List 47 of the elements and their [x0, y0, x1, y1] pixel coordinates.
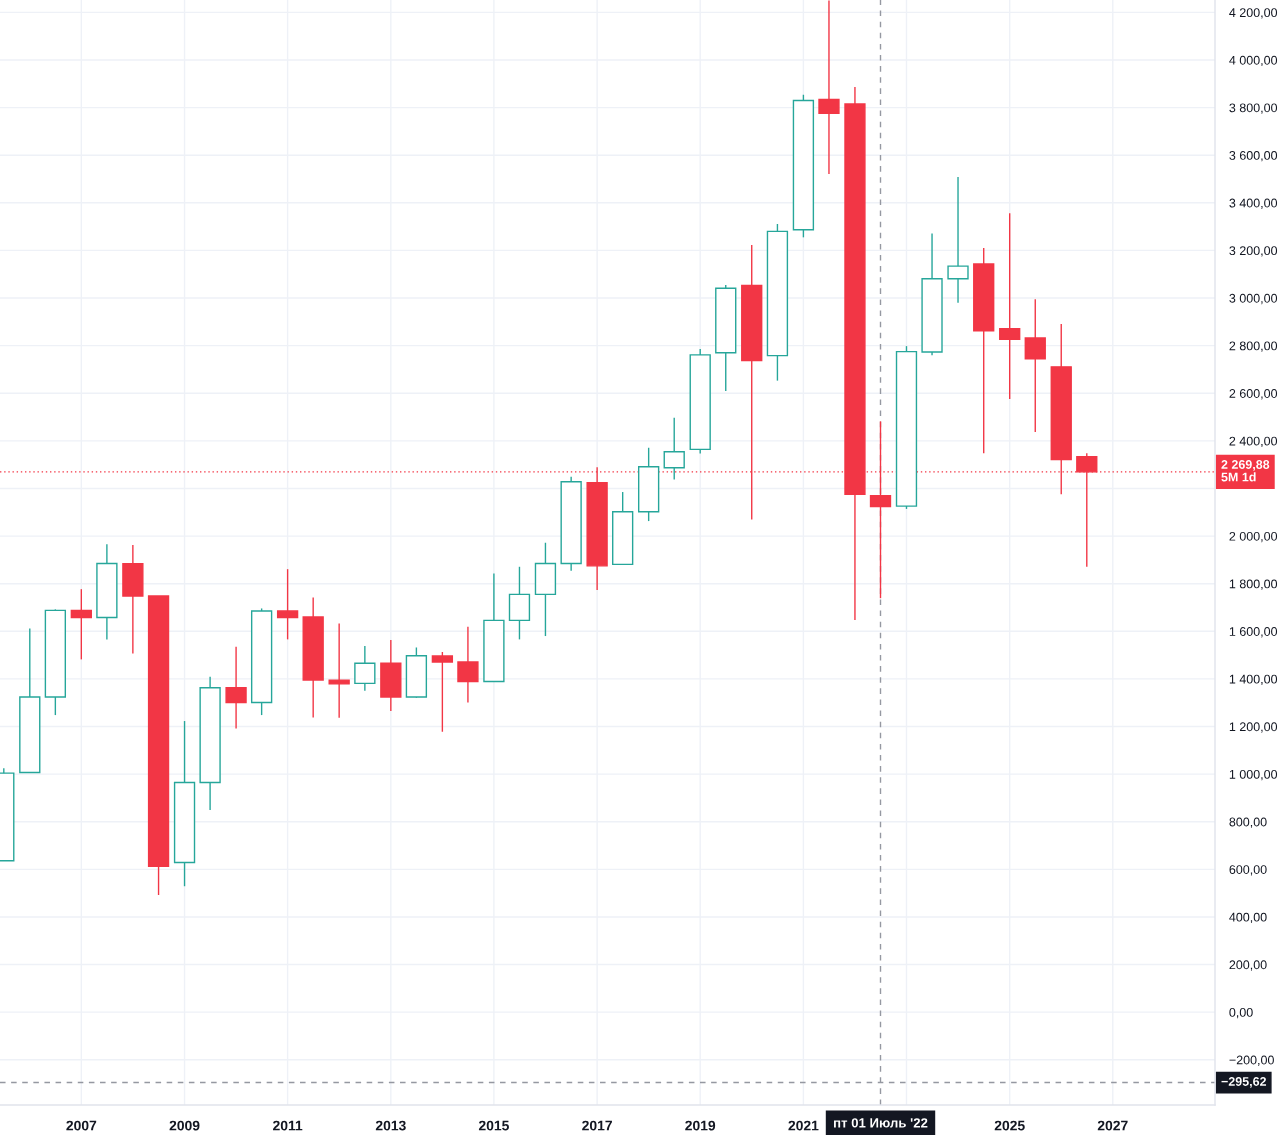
y-tick-label: 600,00: [1229, 865, 1267, 876]
y-tick-label: −200,00: [1229, 1055, 1274, 1066]
y-tick-label: 3 000,00: [1229, 293, 1278, 305]
x-tick-label: 2009: [169, 1120, 200, 1131]
y-tick-label: 1 800,00: [1229, 579, 1278, 590]
x-tick-label: 2027: [1097, 1120, 1128, 1131]
x-tick-label: 2007: [66, 1120, 97, 1131]
x-tick-label: 2025: [994, 1120, 1025, 1131]
y-tick-label: 0,00: [1229, 1007, 1253, 1019]
y-tick-label: 3 600,00: [1229, 151, 1278, 162]
y-tick-label: 4 200,00: [1229, 8, 1278, 19]
x-tick-label: 2011: [273, 1120, 303, 1131]
candlestick: [457, 626, 479, 704]
candlestick: [225, 646, 247, 730]
y-tick-label: 4 000,00: [1229, 55, 1278, 67]
x-tick-label: 2017: [582, 1120, 612, 1131]
x-tick-label: 2015: [478, 1120, 509, 1131]
candlestick: [663, 417, 685, 481]
y-tick-label: 1 000,00: [1229, 769, 1278, 781]
y-tick-label: 2 000,00: [1229, 531, 1278, 543]
candlestick: [70, 588, 92, 661]
candlestick: [999, 212, 1021, 400]
ref-line-label: −295,62: [1221, 1077, 1267, 1088]
y-tick-label: 1 400,00: [1229, 674, 1278, 686]
y-tick-label: 2 400,00: [1229, 436, 1278, 447]
y-tick-label: 1 600,00: [1229, 627, 1278, 638]
y-tick-label: 800,00: [1229, 817, 1267, 828]
x-tick-label: 2019: [685, 1120, 716, 1131]
y-tick-label: 3 400,00: [1229, 198, 1278, 209]
y-tick-label: 3 200,00: [1229, 246, 1278, 257]
x-tick-label: 2013: [375, 1120, 406, 1131]
candlestick: [276, 568, 299, 641]
candlestick: [1024, 298, 1046, 433]
ref-line-label: пт 01 Июль '22: [834, 1118, 928, 1128]
x-tick-label: 2021: [788, 1120, 819, 1131]
candlestick: [947, 176, 969, 304]
y-tick-label: 2 600,00: [1229, 389, 1278, 400]
y-tick-label: 2 800,00: [1229, 341, 1278, 352]
ref-line-label: 2 269,88 5M 1d: [1221, 460, 1270, 482]
y-tick-label: 200,00: [1229, 960, 1267, 971]
candlestick: [818, 0, 840, 175]
candlestick: [328, 622, 350, 719]
y-tick-label: 3 800,00: [1229, 103, 1278, 114]
candlestick: [354, 645, 376, 692]
y-tick-label: 400,00: [1229, 912, 1267, 924]
y-tick-label: 1 200,00: [1229, 722, 1278, 733]
candlestick: [431, 651, 454, 733]
